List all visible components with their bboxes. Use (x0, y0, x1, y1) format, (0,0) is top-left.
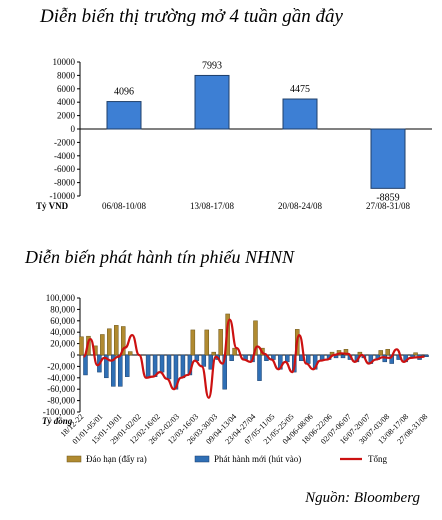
y-tick-label: 6000 (57, 84, 76, 94)
bar-value-label: -8859 (376, 192, 399, 203)
bar-phat-hanh (124, 354, 130, 377)
y-tick-label: 4000 (57, 97, 76, 107)
y-axis-unit-label: Tỷ VND (36, 201, 69, 211)
x-category-label: 20/08-24/08 (278, 201, 322, 211)
bar-phat-hanh (159, 354, 165, 373)
bar-phat-hanh (424, 354, 429, 357)
bar-dao-han (204, 329, 210, 356)
bar-value-label: 4475 (290, 84, 310, 95)
bar-value-label: 4096 (114, 87, 134, 98)
bar-phat-hanh (118, 354, 123, 387)
bar (194, 74, 230, 130)
chart2-title: Diễn biến phát hành tín phiếu NHNN (25, 247, 294, 267)
bar-value-label: 7993 (202, 60, 222, 71)
y-tick-label: -100,000 (43, 407, 76, 417)
y-tick-label: 40,000 (50, 327, 75, 337)
bar-phat-hanh (104, 354, 109, 379)
bar (106, 101, 142, 130)
y-tick-label: -6000 (54, 164, 75, 174)
legend-label-tong: Tổng (368, 454, 387, 464)
bar-dao-han (190, 329, 196, 356)
y-tick-label: -60,000 (47, 384, 75, 394)
x-category-label: 27/08-31/08 (366, 201, 410, 211)
bar-phat-hanh (340, 354, 346, 359)
bar-phat-hanh (285, 354, 290, 363)
y-tick-label: -4000 (54, 151, 75, 161)
y-tick-label: -10000 (50, 191, 76, 201)
bar-dao-han (79, 336, 84, 356)
y-tick-label: 10000 (53, 57, 76, 67)
bar-dao-han (114, 325, 119, 356)
legend-label-phat-hanh: Phát hành mới (hút vào) (214, 454, 301, 464)
bar-phat-hanh (305, 354, 311, 364)
legend-swatch-dao-han (66, 455, 82, 463)
y-tick-label: 0 (71, 124, 76, 134)
bar (370, 128, 406, 189)
y-tick-label: -20,000 (47, 361, 75, 371)
bar-phat-hanh (83, 354, 88, 376)
x-category-label: 06/08-10/08 (102, 201, 146, 211)
bar-dao-han (100, 334, 105, 356)
y-axis-unit-label: Tỷ đồng (42, 416, 73, 426)
legend-label-dao-han: Đáo hạn (đẩy ra) (86, 454, 147, 464)
y-tick-label: 8000 (57, 70, 76, 80)
bar-dao-han (107, 328, 112, 356)
bar-phat-hanh (111, 354, 116, 387)
legend-swatch-phat-hanh (194, 455, 210, 463)
y-tick-label: 2000 (57, 111, 76, 121)
x-category-label: 13/08-17/08 (190, 201, 234, 211)
bar-phat-hanh (180, 354, 186, 379)
chart1-title: Diễn biến thị trường mở 4 tuần gần đây (40, 6, 343, 27)
y-tick-label: -80,000 (47, 396, 75, 406)
bar-dao-han (378, 350, 384, 356)
bar (282, 98, 318, 130)
y-tick-label: 100,000 (46, 293, 76, 303)
bar-dao-han (385, 349, 390, 356)
bar-dao-han (253, 320, 258, 356)
chart1-plot: 10000 8000 6000 4000 2000 0 -2000 -4000 -6000 -80… (36, 57, 432, 211)
bar-dao-han (232, 347, 237, 356)
bar-phat-hanh (257, 354, 262, 381)
bar-dao-han (218, 329, 223, 356)
bar-dao-han (211, 351, 216, 356)
line-tong (82, 318, 425, 399)
bar-phat-hanh (166, 354, 172, 380)
y-tick-label: -8000 (54, 178, 75, 188)
y-tick-label: 60,000 (50, 316, 75, 326)
y-tick-label: 80,000 (50, 304, 75, 314)
y-tick-label: -40,000 (47, 373, 75, 383)
bar-dao-han (343, 349, 349, 356)
y-tick-label: 20,000 (50, 339, 75, 349)
y-tick-label: 0 (71, 350, 76, 360)
source-note: Nguồn: Bloomberg (305, 490, 420, 506)
bar-dao-han (127, 351, 133, 356)
bar-phat-hanh (201, 354, 207, 367)
bar-phat-hanh (229, 354, 234, 361)
bar-dao-han (120, 326, 126, 356)
y-tick-label: -2000 (54, 137, 75, 147)
bar-dao-han (413, 352, 418, 356)
bar-phat-hanh (145, 354, 151, 379)
